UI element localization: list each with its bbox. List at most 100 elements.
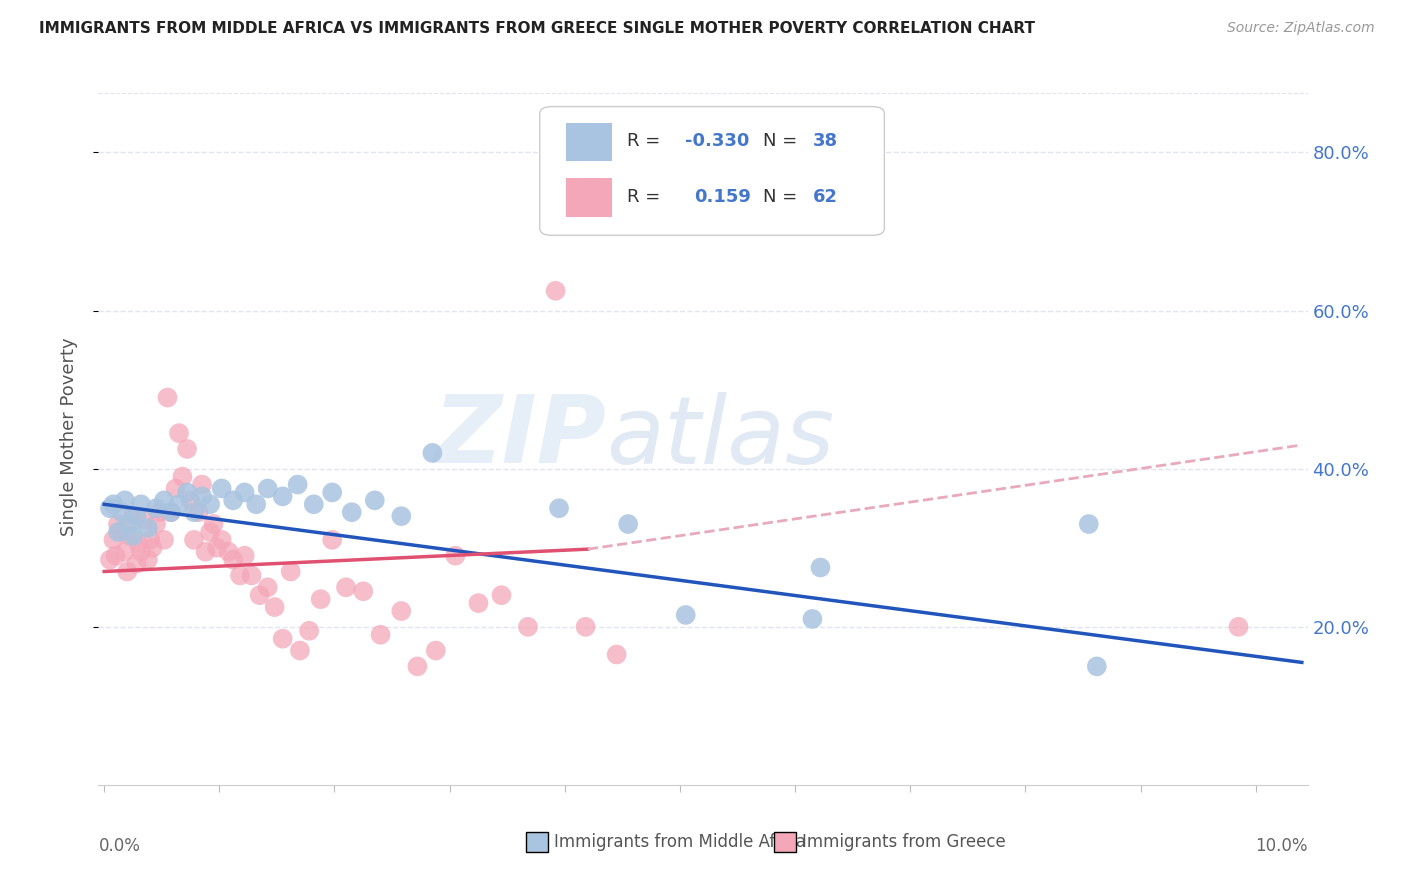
Point [205, 541, 228, 555]
Text: 62: 62 [813, 188, 838, 206]
Point [406, 659, 429, 673]
Point [118, 516, 141, 531]
Text: R =: R = [627, 188, 666, 206]
FancyBboxPatch shape [567, 178, 613, 217]
Point [139, 533, 162, 547]
Point [129, 545, 152, 559]
Point [129, 497, 152, 511]
Point [98, 552, 121, 566]
Point [544, 284, 567, 298]
Point [191, 477, 214, 491]
Point [183, 533, 205, 547]
Point [1077, 516, 1099, 531]
FancyBboxPatch shape [540, 107, 884, 235]
Point [617, 516, 640, 531]
Point [389, 509, 412, 524]
Point [548, 501, 571, 516]
Text: Source: ZipAtlas.com: Source: ZipAtlas.com [1227, 21, 1375, 35]
Text: Immigrants from Middle Africa: Immigrants from Middle Africa [554, 833, 806, 851]
Point [287, 477, 309, 491]
Point [218, 545, 240, 559]
Text: IMMIGRANTS FROM MIDDLE AFRICA VS IMMIGRANTS FROM GREECE SINGLE MOTHER POVERTY CO: IMMIGRANTS FROM MIDDLE AFRICA VS IMMIGRA… [39, 21, 1035, 36]
Point [202, 516, 225, 531]
Point [271, 489, 294, 503]
Point [491, 588, 513, 602]
Text: N =: N = [763, 132, 803, 151]
Point [321, 533, 343, 547]
FancyBboxPatch shape [567, 122, 613, 161]
Point [115, 565, 138, 579]
Point [136, 552, 159, 566]
Point [211, 533, 233, 547]
Point [176, 485, 198, 500]
Text: atlas: atlas [606, 392, 835, 483]
Point [198, 497, 221, 511]
Text: Immigrants from Greece: Immigrants from Greece [803, 833, 1005, 851]
Point [801, 612, 824, 626]
Point [211, 482, 233, 496]
Point [153, 493, 176, 508]
Point [263, 600, 285, 615]
Point [335, 580, 357, 594]
Point [256, 482, 278, 496]
Point [160, 505, 183, 519]
Point [118, 529, 141, 543]
Point [280, 565, 302, 579]
Point [444, 549, 467, 563]
Point [298, 624, 321, 638]
FancyBboxPatch shape [526, 831, 548, 853]
Point [122, 509, 145, 524]
Text: R =: R = [627, 132, 666, 151]
Point [136, 521, 159, 535]
Point [574, 620, 596, 634]
Point [321, 485, 343, 500]
Text: -0.330: -0.330 [685, 132, 749, 151]
Point [153, 533, 176, 547]
Point [104, 549, 127, 563]
Point [233, 485, 256, 500]
Point [240, 568, 263, 582]
Point [128, 537, 150, 551]
Point [103, 497, 125, 511]
Point [675, 607, 697, 622]
Point [352, 584, 374, 599]
Point [110, 505, 132, 519]
Point [160, 505, 183, 519]
Point [172, 469, 194, 483]
Point [309, 592, 332, 607]
Point [222, 493, 245, 508]
Text: 0.0%: 0.0% [98, 837, 141, 855]
Point [107, 524, 129, 539]
Point [191, 489, 214, 503]
Point [165, 482, 187, 496]
Point [467, 596, 489, 610]
Point [271, 632, 294, 646]
Point [107, 516, 129, 531]
Point [125, 557, 148, 571]
FancyBboxPatch shape [775, 831, 796, 853]
Point [364, 493, 387, 508]
Point [114, 545, 136, 559]
Point [122, 529, 145, 543]
Point [114, 493, 136, 508]
Point [1085, 659, 1108, 673]
Point [249, 588, 271, 602]
Text: 10.0%: 10.0% [1256, 837, 1308, 855]
Point [245, 497, 267, 511]
Point [103, 533, 125, 547]
Point [134, 513, 156, 527]
Point [370, 628, 392, 642]
Point [606, 648, 628, 662]
Point [194, 545, 217, 559]
Point [176, 442, 198, 456]
Y-axis label: Single Mother Poverty: Single Mother Poverty [59, 338, 77, 536]
Text: 38: 38 [813, 132, 838, 151]
Point [288, 643, 311, 657]
Point [98, 501, 121, 516]
Point [187, 505, 209, 519]
Point [141, 541, 163, 555]
Point [110, 524, 132, 539]
Point [167, 497, 190, 511]
Text: ZIP: ZIP [433, 391, 606, 483]
Point [517, 620, 540, 634]
